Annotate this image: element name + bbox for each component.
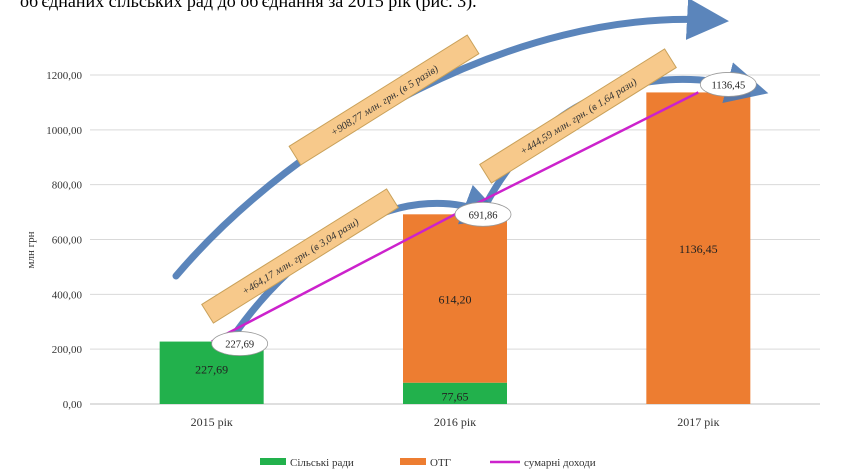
- figure-caption: об'єднаних сільських рад до об'єднання з…: [20, 0, 477, 11]
- legend-label: сумарні доходи: [524, 457, 596, 469]
- legend-swatch: [400, 458, 426, 465]
- annotation-text: +444,59 млн. грн. (в 1,64 рази): [519, 77, 640, 158]
- y-tick-label: 400,00: [52, 289, 83, 301]
- total-value-label: 691,86: [469, 210, 498, 221]
- x-category-label: 2015 рік: [191, 415, 233, 429]
- total-value-label: 227,69: [225, 340, 254, 351]
- total-value-bubble: [211, 331, 269, 356]
- annotation-background: [201, 188, 399, 324]
- annotation-background: [479, 48, 677, 184]
- legend-swatch: [260, 458, 286, 465]
- bar-village-councils: [403, 382, 507, 404]
- legend-label: Сільські ради: [290, 457, 354, 469]
- bar-otg: [403, 214, 507, 383]
- y-tick-label: 1200,00: [46, 70, 82, 82]
- total-value-bubble: [699, 72, 757, 97]
- bar-value-label: 77,65: [442, 389, 469, 403]
- bar-value-label: 1136,45: [679, 242, 718, 256]
- y-tick-label: 0,00: [63, 399, 83, 411]
- y-tick-label: 1000,00: [46, 125, 82, 137]
- annotation-box: +464,17 млн. грн. (в 3,04 рази): [201, 188, 399, 324]
- annotation-box: +908,77 млн. грн. (в 5 разів): [288, 34, 480, 166]
- legend-label: ОТГ: [430, 457, 451, 469]
- bar-value-label: 227,69: [195, 363, 228, 377]
- y-tick-label: 600,00: [52, 235, 83, 247]
- x-category-label: 2017 рік: [677, 415, 719, 429]
- y-axis-title: млн грн: [25, 231, 37, 268]
- bar-value-label: 614,20: [439, 293, 472, 307]
- y-tick-label: 200,00: [52, 344, 83, 356]
- annotation-background: [288, 34, 480, 166]
- annotation-text: +464,17 млн. грн. (в 3,04 рази): [241, 217, 362, 298]
- x-category-label: 2016 рік: [434, 415, 476, 429]
- total-value-bubble: [454, 201, 512, 227]
- bar-otg: [646, 92, 751, 405]
- y-tick-label: 800,00: [52, 180, 83, 192]
- total-value-label: 1136,45: [711, 80, 745, 91]
